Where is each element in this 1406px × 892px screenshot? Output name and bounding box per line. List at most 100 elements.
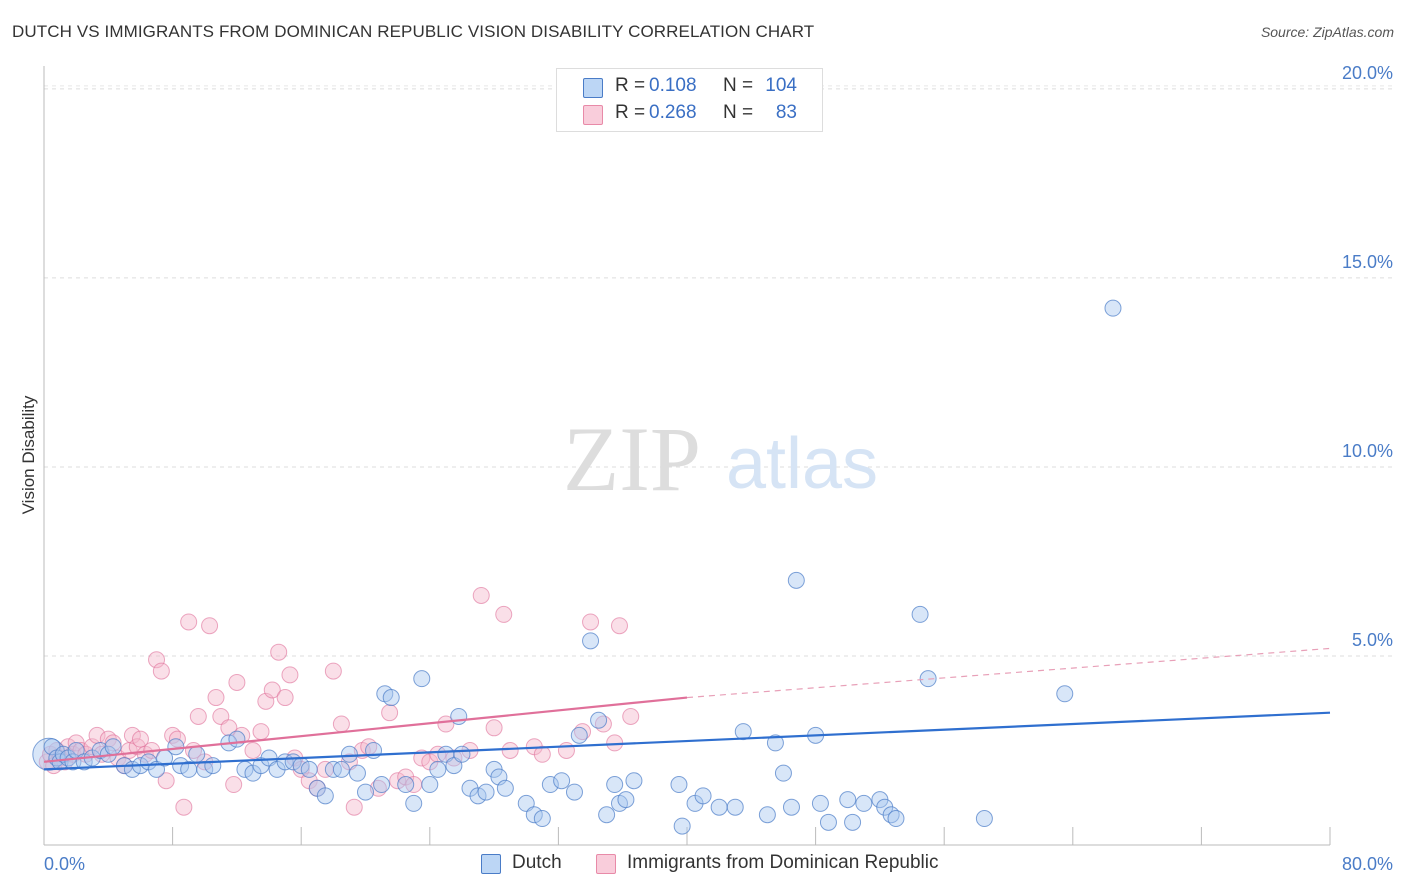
x-tick-label: 0.0%: [44, 854, 85, 874]
dominican-point: [610, 617, 628, 635]
dominican-point: [228, 673, 246, 691]
dutch-point: [469, 787, 487, 805]
dutch-point: [348, 764, 366, 782]
dutch-point: [774, 764, 792, 782]
dutch-point: [787, 571, 805, 589]
dutch-point: [553, 772, 571, 790]
dutch-point: [382, 689, 400, 707]
dutch-point: [172, 757, 190, 775]
dutch-point: [316, 787, 334, 805]
dutch-point: [332, 760, 350, 778]
dutch-point: [477, 783, 495, 801]
dutch-point: [694, 787, 712, 805]
dominican-point: [189, 707, 207, 725]
legend-n-label: N =: [723, 102, 754, 123]
dominican-point: [263, 681, 281, 699]
dominican-point: [485, 719, 503, 737]
dutch-point: [1056, 685, 1074, 703]
dominican-point: [148, 651, 166, 669]
dutch-point: [887, 810, 905, 828]
dutch-point: [670, 776, 688, 794]
dominican-point: [276, 689, 294, 707]
dominican-point: [244, 741, 262, 759]
dutch-trend-line: [43, 711, 1331, 771]
dutch-point: [300, 760, 318, 778]
dominican-point: [495, 605, 513, 623]
dutch-point: [710, 798, 728, 816]
dominican-trend-line: [43, 696, 688, 763]
dominican-point: [131, 730, 149, 748]
dutch-point: [625, 772, 643, 790]
dominican-point: [622, 707, 640, 725]
dutch-point: [855, 794, 873, 812]
dutch-points: [32, 103, 1122, 835]
dutch-point: [617, 791, 635, 809]
dominican-point: [557, 741, 575, 759]
dominican-point: [437, 715, 455, 733]
dominican-point: [152, 662, 170, 680]
dutch-point: [421, 776, 439, 794]
dutch-point: [758, 806, 776, 824]
dominican-point: [270, 643, 288, 661]
dutch-point: [565, 783, 583, 801]
dominican-point: [324, 662, 342, 680]
y-tick-label: 5.0%: [1352, 630, 1393, 650]
legend-n-label: N =: [723, 75, 754, 96]
y-tick-label: 10.0%: [1342, 441, 1393, 461]
dominican-point: [252, 723, 270, 741]
dominican-point: [123, 726, 141, 744]
dutch-point: [167, 738, 185, 756]
dominican-point: [157, 772, 175, 790]
dutch-legend-swatch: [481, 854, 501, 874]
dutch-point: [606, 776, 624, 794]
dutch-point: [373, 776, 391, 794]
dominican-swatch: [583, 105, 603, 125]
dutch-point: [340, 745, 358, 763]
y-tick-label: 15.0%: [1342, 252, 1393, 272]
dutch-point: [782, 798, 800, 816]
dominican-point: [180, 613, 198, 631]
dutch-point: [919, 670, 937, 688]
dominican-point: [381, 704, 399, 722]
dutch-point: [453, 745, 471, 763]
dutch-point: [413, 670, 431, 688]
dominican-legend-swatch: [596, 854, 616, 874]
dutch-point: [570, 726, 588, 744]
dutch-point: [975, 810, 993, 828]
dominican-point: [501, 741, 519, 759]
dutch-point: [429, 760, 447, 778]
trend-lines: [43, 647, 1331, 771]
dominican-point: [413, 749, 431, 767]
dutch-point: [188, 745, 206, 763]
dutch-point: [839, 791, 857, 809]
dutch-point: [844, 813, 862, 831]
dutch-point: [582, 632, 600, 650]
legend-r-label: R =: [615, 102, 646, 123]
dutch-point: [496, 779, 514, 797]
dutch-point: [590, 711, 608, 729]
dutch-point: [819, 813, 837, 831]
dominican-point: [201, 617, 219, 635]
y-axis-label: Vision Disability: [19, 395, 38, 514]
dutch-point: [726, 798, 744, 816]
dominican-point: [207, 689, 225, 707]
axes: [43, 66, 1331, 846]
legend-r-label: R =: [615, 75, 646, 96]
dominican-trend-extension: [686, 647, 1331, 699]
dutch-legend-label: Dutch: [512, 852, 562, 873]
dominican-point: [225, 776, 243, 794]
dutch-point: [204, 757, 222, 775]
stats-legend: R = 0.108 N = 104 R = 0.268 N = 83: [556, 68, 823, 132]
dutch-point: [1104, 299, 1122, 317]
source-label: Source: ZipAtlas.com: [1260, 24, 1394, 40]
dutch-point: [766, 734, 784, 752]
dominican-point: [104, 734, 122, 752]
dutch-point: [673, 817, 691, 835]
dominican-point: [345, 798, 363, 816]
legend-n-value: 104: [765, 75, 797, 96]
dominican-point: [389, 772, 407, 790]
dutch-point: [734, 723, 752, 741]
dutch-point: [405, 794, 423, 812]
dutch-point: [228, 730, 246, 748]
